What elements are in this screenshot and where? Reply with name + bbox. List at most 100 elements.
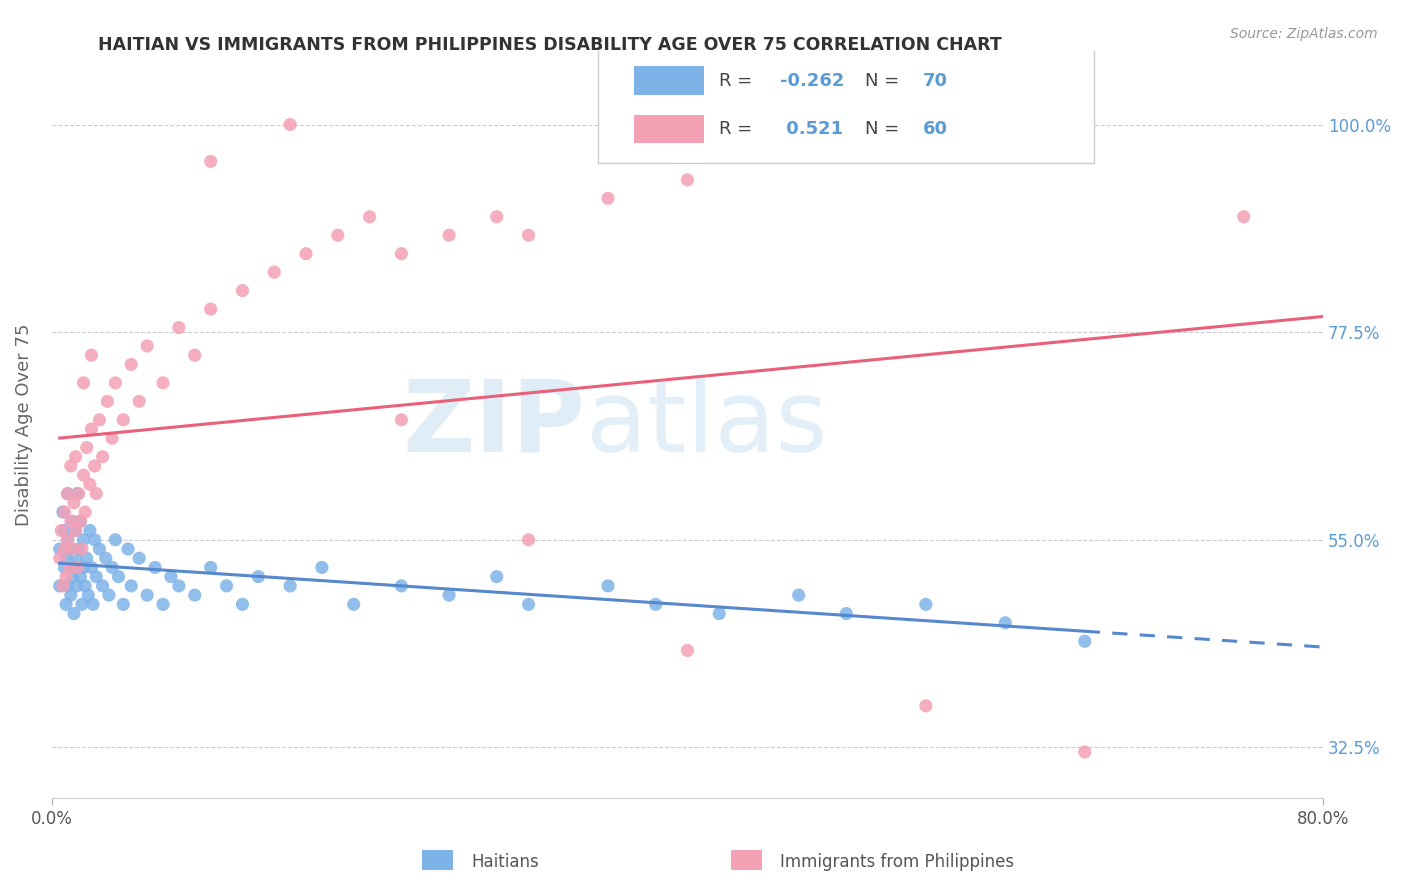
Point xyxy=(517,598,540,612)
Point xyxy=(72,560,94,574)
Point xyxy=(75,505,97,519)
Point xyxy=(200,560,222,574)
Point xyxy=(247,569,270,583)
Point xyxy=(128,394,150,409)
Point xyxy=(112,598,135,612)
Point xyxy=(83,533,105,547)
Point xyxy=(56,486,79,500)
Point xyxy=(1074,745,1097,759)
Point xyxy=(644,598,666,612)
Point xyxy=(120,358,142,372)
Point xyxy=(66,560,89,574)
Point xyxy=(231,284,253,298)
Point xyxy=(117,541,139,556)
Point xyxy=(79,524,101,538)
Point xyxy=(326,228,349,243)
Point xyxy=(343,598,366,612)
Point xyxy=(56,533,79,547)
Point xyxy=(72,533,94,547)
Text: 0.521: 0.521 xyxy=(780,120,844,138)
Point xyxy=(84,486,107,500)
Point xyxy=(104,533,127,547)
Point xyxy=(517,533,540,547)
Point xyxy=(143,560,166,574)
Text: N =: N = xyxy=(866,71,905,89)
Point xyxy=(69,569,91,583)
FancyBboxPatch shape xyxy=(599,47,1094,163)
Point xyxy=(56,486,79,500)
Point xyxy=(51,524,73,538)
Point xyxy=(83,458,105,473)
Point xyxy=(278,118,301,132)
Point xyxy=(184,588,207,602)
Text: HAITIAN VS IMMIGRANTS FROM PHILIPPINES DISABILITY AGE OVER 75 CORRELATION CHART: HAITIAN VS IMMIGRANTS FROM PHILIPPINES D… xyxy=(98,36,1002,54)
Point xyxy=(437,228,460,243)
Point xyxy=(55,598,77,612)
Point xyxy=(184,348,207,362)
Point xyxy=(55,551,77,566)
Point xyxy=(152,376,174,390)
Point xyxy=(52,579,75,593)
Point xyxy=(389,246,412,260)
Point xyxy=(389,579,412,593)
Point xyxy=(517,228,540,243)
Point xyxy=(311,560,333,574)
Point xyxy=(136,339,159,353)
Point xyxy=(80,348,103,362)
Text: -0.262: -0.262 xyxy=(780,71,845,89)
Point xyxy=(231,598,253,612)
Point xyxy=(104,376,127,390)
Point xyxy=(84,569,107,583)
Point xyxy=(101,431,124,445)
FancyBboxPatch shape xyxy=(634,115,704,144)
Point xyxy=(167,579,190,593)
Point xyxy=(91,579,114,593)
Point xyxy=(596,191,619,205)
Point xyxy=(96,394,118,409)
Point xyxy=(89,541,111,556)
Point xyxy=(709,607,731,621)
Point xyxy=(89,413,111,427)
Text: 70: 70 xyxy=(922,71,948,89)
Point xyxy=(215,579,238,593)
Point xyxy=(67,541,90,556)
Point xyxy=(128,551,150,566)
Point xyxy=(160,569,183,583)
Point xyxy=(53,541,76,556)
Text: Haitians: Haitians xyxy=(471,853,538,871)
Point xyxy=(62,541,84,556)
Point xyxy=(485,210,508,224)
Point xyxy=(48,579,70,593)
Point xyxy=(167,320,190,334)
Point xyxy=(152,598,174,612)
Point xyxy=(63,496,86,510)
Point xyxy=(80,560,103,574)
Point xyxy=(994,615,1017,630)
Point xyxy=(914,698,936,713)
Point xyxy=(63,560,86,574)
Point xyxy=(79,477,101,491)
Point xyxy=(67,486,90,500)
Text: R =: R = xyxy=(720,71,758,89)
Point xyxy=(69,514,91,528)
Text: Immigrants from Philippines: Immigrants from Philippines xyxy=(780,853,1015,871)
Point xyxy=(58,560,80,574)
Point xyxy=(787,588,810,602)
Point xyxy=(65,524,87,538)
Point xyxy=(59,458,82,473)
Point xyxy=(1074,634,1097,648)
Text: R =: R = xyxy=(720,120,758,138)
Point xyxy=(91,450,114,464)
Point xyxy=(48,551,70,566)
Point xyxy=(107,569,129,583)
Text: N =: N = xyxy=(866,120,905,138)
Point xyxy=(56,533,79,547)
Point xyxy=(69,514,91,528)
Point xyxy=(389,413,412,427)
Point xyxy=(200,301,222,316)
Point xyxy=(437,588,460,602)
Point xyxy=(53,505,76,519)
Point xyxy=(65,450,87,464)
Point xyxy=(485,569,508,583)
Point xyxy=(65,551,87,566)
